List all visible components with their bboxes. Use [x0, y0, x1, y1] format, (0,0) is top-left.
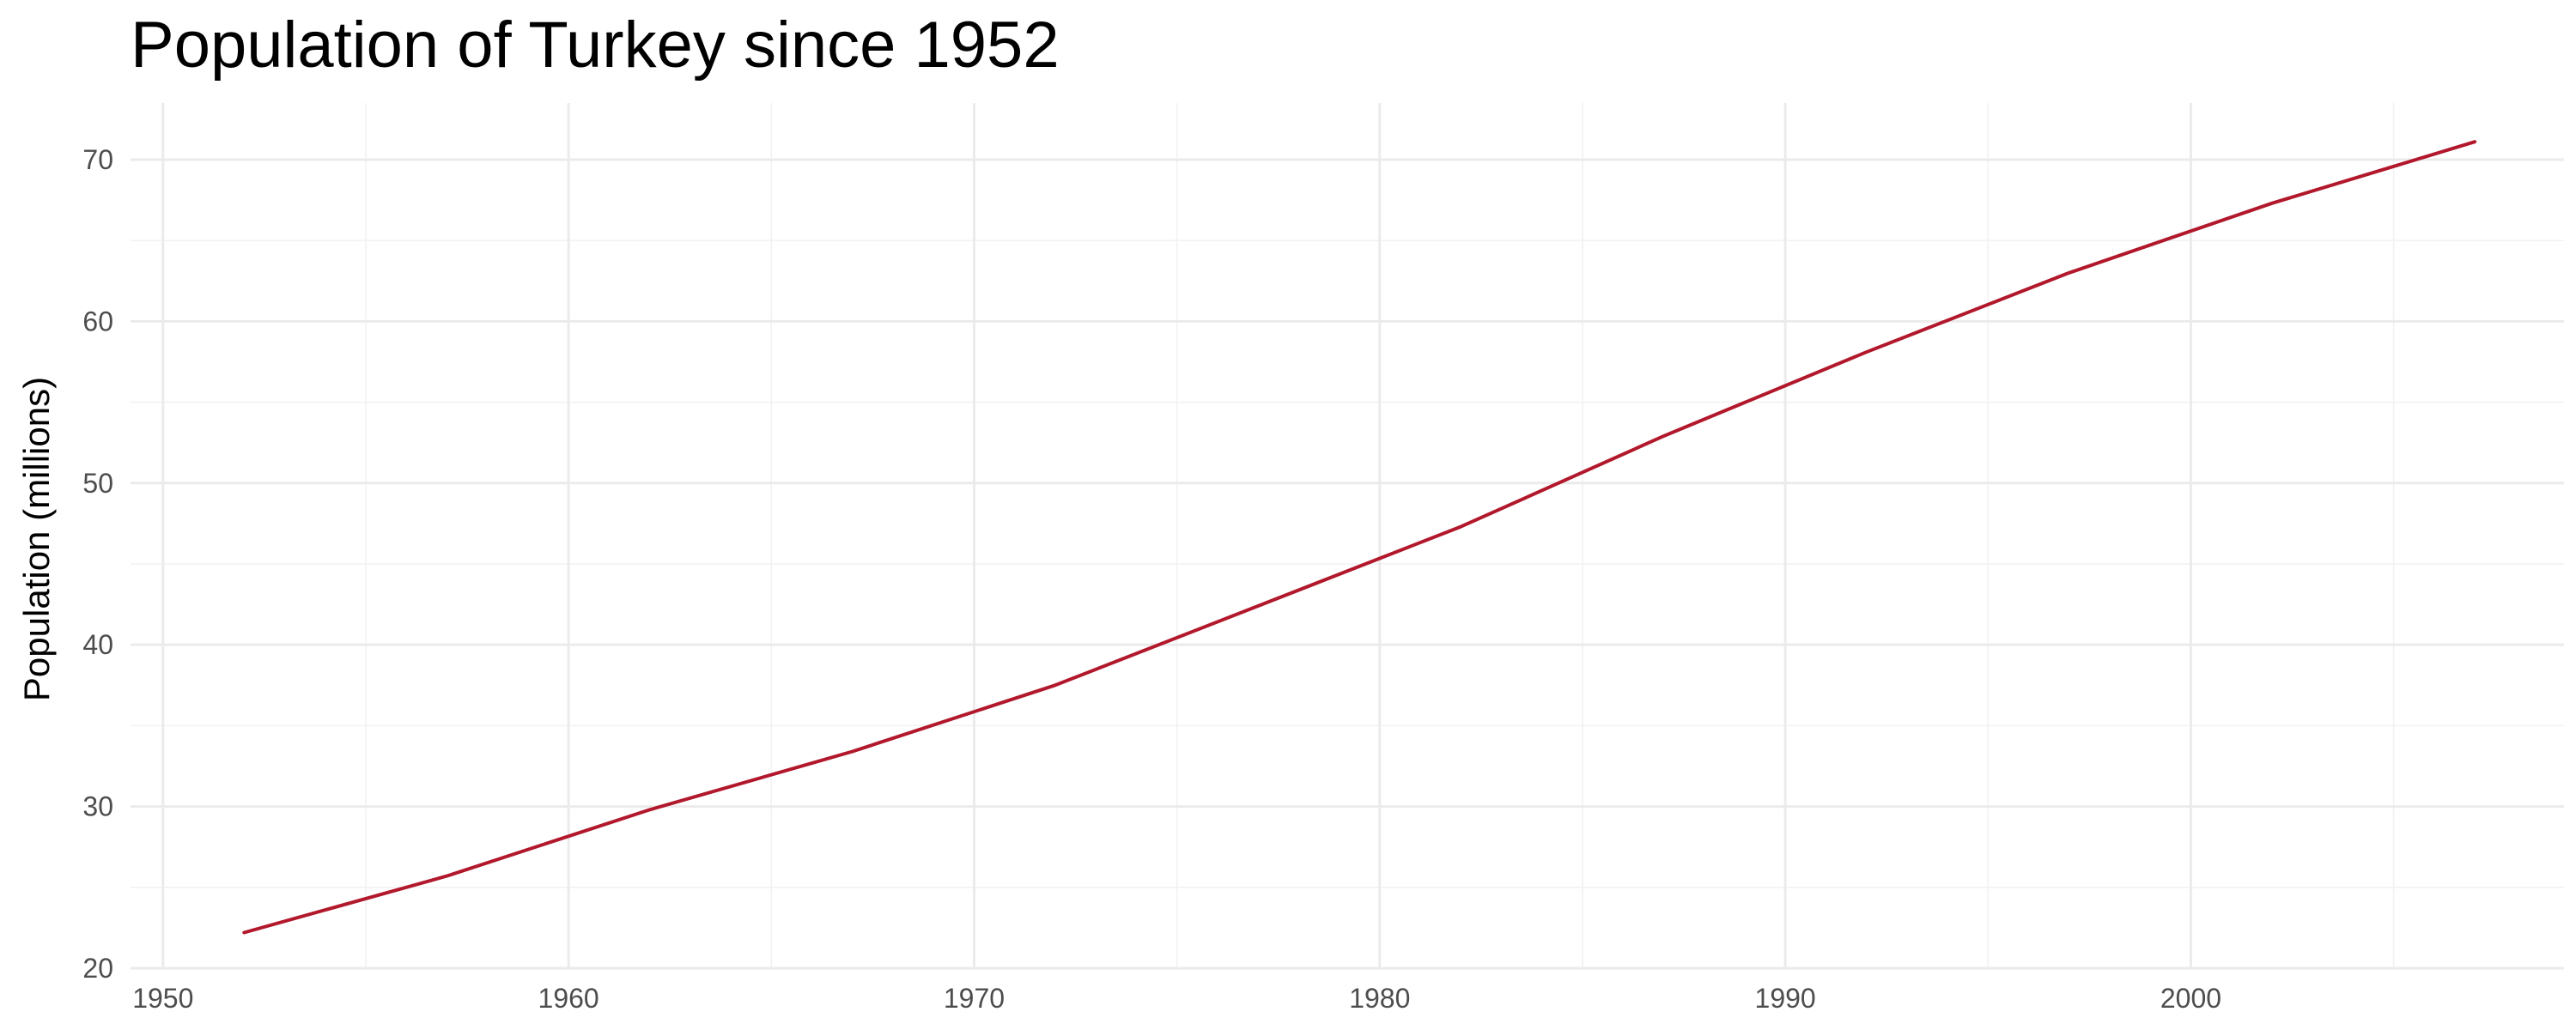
x-tick-label: 1970 [944, 983, 1005, 1014]
gridlines [131, 103, 2564, 970]
chart-title: Population of Turkey since 1952 [131, 9, 1060, 82]
y-tick-label: 60 [82, 306, 113, 336]
y-tick-label: 70 [82, 144, 113, 175]
y-tick-label: 50 [82, 468, 113, 499]
tick-labels: 1950 1960 1970 1980 1990 2000 20 30 40 50 60 70 [82, 144, 2221, 1014]
x-tick-label: 1960 [538, 983, 599, 1014]
x-tick-label: 2000 [2160, 983, 2221, 1014]
x-tick-label: 1950 [132, 983, 193, 1014]
series-lines [242, 140, 2477, 935]
y-tick-label: 20 [82, 953, 113, 984]
x-tick-label: 1990 [1755, 983, 1816, 1014]
x-tick-label: 1980 [1349, 983, 1410, 1014]
y-axis-label: Population (millions) [16, 377, 57, 701]
population-line [242, 140, 2477, 935]
y-tick-label: 40 [82, 629, 113, 660]
y-tick-label: 30 [82, 791, 113, 822]
